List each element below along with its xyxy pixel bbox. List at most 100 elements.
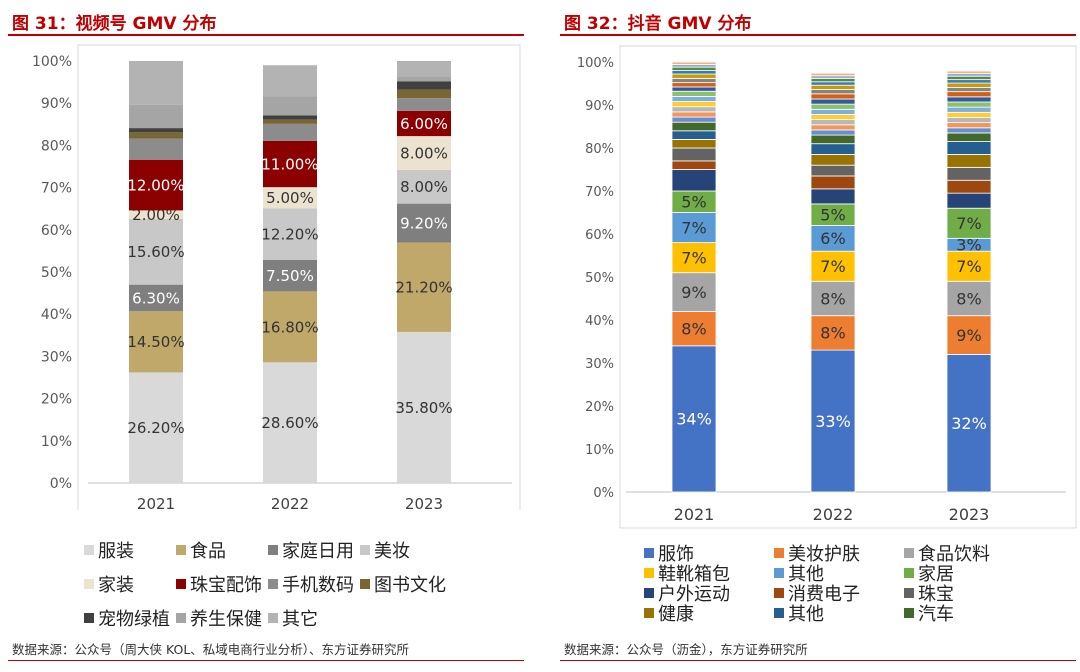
y-tick-label: 50%	[41, 265, 72, 281]
x-category-label: 2021	[137, 495, 175, 510]
legend-label: 消费电子	[788, 584, 860, 605]
legend-label: 家居	[918, 564, 954, 585]
legend-label: 珠宝	[918, 584, 954, 605]
legend-item: 鞋靴箱包	[644, 560, 730, 586]
legend-item: 其它	[268, 605, 318, 631]
bar-segment	[946, 353, 992, 493]
bar-segment	[397, 61, 451, 78]
y-tick-label: 90%	[585, 99, 614, 114]
legend-label: 服装	[98, 541, 134, 562]
bar-segment	[946, 79, 992, 84]
right-chart-panel: 图 32：抖音 GMV 分布 0% 10% 20% 30% 40% 50% 60% 70% 80…	[552, 0, 1080, 672]
bar-segment	[810, 114, 856, 121]
legend-item: 养生保健	[176, 605, 262, 631]
bar-segment	[671, 73, 717, 79]
bar-segment	[810, 77, 856, 83]
bar-segment	[810, 93, 856, 100]
bar-segment	[397, 242, 451, 332]
legend-item: 图书文化	[360, 571, 446, 597]
legend-swatch	[176, 579, 186, 589]
legend-item: 家居	[904, 560, 954, 586]
chart-title: 图 31：视频号 GMV 分布	[12, 14, 217, 34]
bar-segment	[946, 315, 992, 355]
x-category-label: 2022	[813, 505, 854, 524]
y-tick-label: 90%	[41, 96, 72, 112]
legend-swatch	[360, 579, 370, 589]
data-label: 32%	[951, 414, 987, 433]
legend-swatch	[644, 608, 654, 618]
legend-label: 美妆	[374, 541, 410, 562]
legend-swatch	[176, 613, 186, 623]
data-label: 7.50%	[266, 267, 314, 285]
bar-segment	[810, 124, 856, 131]
legend-swatch	[904, 568, 914, 578]
bar-segment	[129, 311, 183, 373]
title-rule	[8, 34, 524, 36]
bar-segment	[810, 81, 856, 86]
bar-segment	[810, 108, 856, 115]
bar-segment	[946, 70, 992, 75]
legend-item: 家庭日用	[268, 537, 354, 563]
legend-item: 宠物绿植	[84, 605, 170, 631]
data-label: 5.00%	[266, 189, 314, 207]
y-tick-label: 100%	[32, 54, 72, 70]
x-category-label: 2021	[674, 505, 715, 524]
bar-segment	[671, 101, 717, 108]
bar-segment	[263, 96, 317, 116]
data-label: 16.80%	[261, 318, 318, 336]
data-label: 26.20%	[127, 419, 184, 437]
bar-segment	[129, 218, 183, 285]
data-label: 14.50%	[127, 333, 184, 351]
bar-segment	[129, 138, 183, 160]
bar-segment	[946, 75, 992, 81]
legend-item: 健康	[644, 600, 694, 626]
bar-segment	[810, 72, 856, 77]
legend-item: 服饰	[644, 540, 694, 566]
footer-rule	[560, 660, 1076, 661]
legend-swatch	[268, 579, 278, 589]
bar-segment	[263, 362, 317, 483]
plot-frame	[77, 44, 521, 510]
bar-segment	[263, 119, 317, 124]
bar-segment	[671, 310, 717, 347]
data-label: 9.20%	[400, 214, 448, 232]
legend-swatch	[774, 608, 784, 618]
bar-segment	[671, 345, 717, 493]
bar-segment	[671, 82, 717, 88]
bar-segment	[129, 159, 183, 211]
bar-segment	[946, 122, 992, 129]
bar-segment	[671, 61, 717, 65]
legend-label: 家装	[98, 575, 134, 596]
x-category-label: 2023	[949, 505, 990, 524]
bar-segment	[671, 77, 717, 84]
y-tick-label: 10%	[585, 443, 614, 458]
legend-item: 美妆	[360, 537, 410, 563]
data-label: 8%	[956, 289, 981, 308]
bar-segment	[671, 96, 717, 102]
bar-segment	[946, 127, 992, 134]
data-label: 28.60%	[261, 414, 318, 432]
data-label: 5%	[820, 205, 845, 224]
y-tick-label: 30%	[41, 349, 72, 365]
bar-segment	[129, 284, 183, 312]
bar-segment	[946, 179, 992, 194]
data-label: 6.30%	[132, 289, 180, 307]
data-label: 9%	[681, 283, 706, 302]
bar-segment	[810, 84, 856, 90]
bar-segment	[946, 192, 992, 209]
y-tick-label: 20%	[585, 400, 614, 415]
bar-segment	[671, 66, 717, 71]
legend-label: 健康	[658, 604, 694, 625]
bar-segment	[946, 111, 992, 118]
bar-segment	[810, 89, 856, 95]
bar-segment	[397, 81, 451, 90]
bar-segment	[671, 121, 717, 132]
bar-segment	[397, 136, 451, 170]
stacked-bar-chart: 0% 10% 20% 30% 40% 50% 60% 70% 80% 90% 100% 34% 8% 9%…	[577, 45, 1077, 529]
bar-segment	[810, 134, 856, 145]
bar-segment	[946, 101, 992, 108]
legend-label: 美妆护肤	[788, 544, 860, 565]
bar-segment	[263, 208, 317, 260]
data-source-note: 数据来源：公众号（沥金），东方证券研究所	[564, 642, 808, 657]
bar-segment	[810, 164, 856, 177]
